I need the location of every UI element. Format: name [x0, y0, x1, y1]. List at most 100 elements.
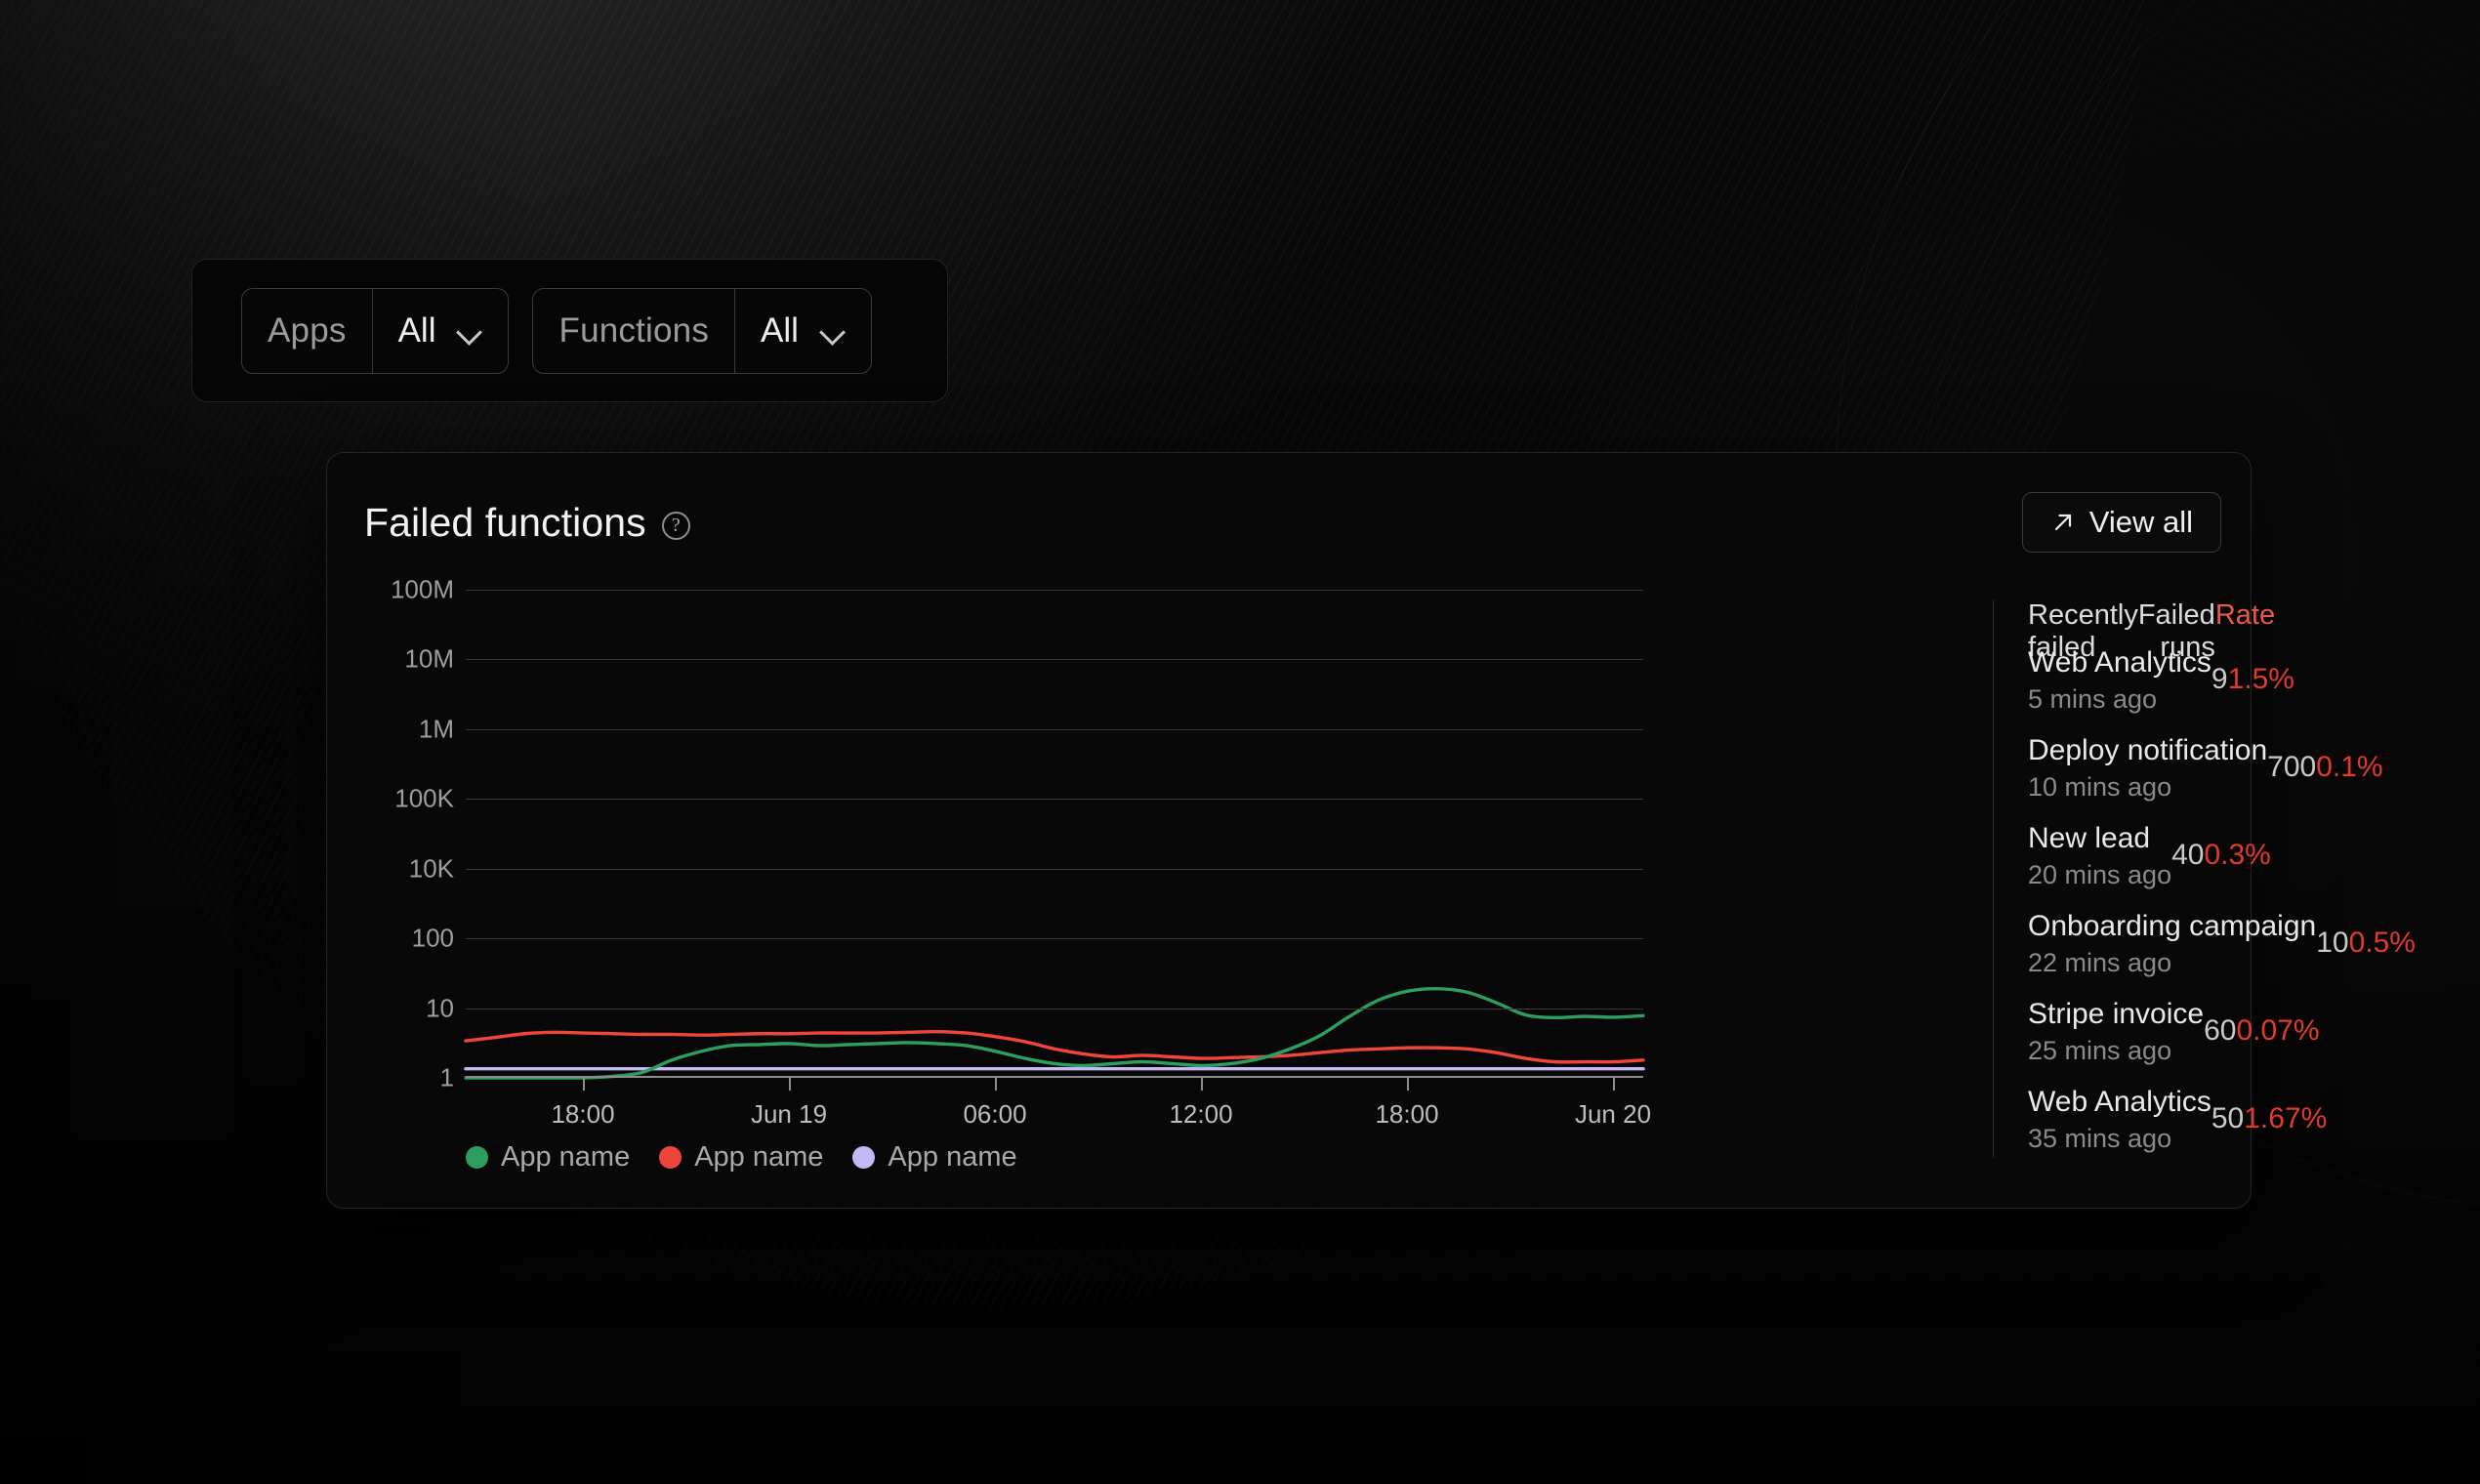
row-function-name: Web Analytics: [2028, 1086, 2211, 1118]
table-cell-name: Stripe invoice 25 mins ago: [2028, 996, 2204, 1068]
table-cell-failed-runs: 9: [2211, 663, 2228, 695]
row-function-name: Web Analytics: [2028, 646, 2211, 679]
legend-color-dot: [659, 1146, 682, 1169]
chart-x-tick: [995, 1078, 997, 1091]
chart-y-axis: 100M 10M 1M 100K 10K 100 10 1: [364, 575, 454, 1092]
filter-apps-label: Apps: [268, 310, 347, 350]
table-row[interactable]: Web Analytics 35 mins ago 50 1.67%: [2028, 1084, 2327, 1172]
chart-x-tick-label: Jun 19: [750, 1099, 828, 1129]
legend-color-dot: [852, 1146, 876, 1169]
chart-gridline: [466, 728, 1643, 730]
chart-plot-area[interactable]: 18:00 Jun 19 06:00 12:00 18:00 Jun 20: [466, 590, 1651, 1129]
chart-gridline: [466, 868, 1643, 870]
row-function-name: New lead: [2028, 822, 2151, 854]
chart-legend: App name App name App name: [466, 1141, 1017, 1174]
row-function-name: Stripe invoice: [2028, 998, 2205, 1030]
chart-x-tick: [583, 1078, 585, 1091]
table-cell-name: Onboarding campaign 22 mins ago: [2028, 908, 2316, 980]
chart-y-tick-label: 100M: [390, 574, 454, 604]
legend-label: App name: [888, 1141, 1017, 1173]
chart-x-tick-label: 18:00: [551, 1099, 615, 1129]
table-row[interactable]: Onboarding campaign 22 mins ago 10 0.5%: [2028, 908, 2416, 996]
column-header-rate: Rate: [2214, 599, 2276, 631]
chart-x-axis-line: [466, 1076, 1643, 1078]
table-cell-failed-runs: 60: [2204, 1014, 2237, 1047]
table-cell-failed-runs: 50: [2211, 1102, 2245, 1134]
chart-gridline: [466, 799, 1643, 801]
chart-legend-item[interactable]: App name: [852, 1141, 1017, 1174]
table-cell-rate: 1.5%: [2227, 663, 2294, 695]
chart-series-line: [466, 989, 1643, 1078]
row-timestamp: 35 mins ago: [2028, 1124, 2172, 1153]
chart-gridline: [466, 590, 1643, 591]
table-cell-failed-runs: 10: [2316, 927, 2349, 959]
chart-x-tick: [1613, 1078, 1615, 1091]
page-title: Failed functions: [364, 499, 646, 545]
chart-y-tick-label: 1: [439, 1062, 454, 1092]
legend-label: App name: [501, 1141, 631, 1173]
column-header-recently-failed: Recently failed: [2028, 599, 2138, 663]
table-cell-failed-runs: 700: [2267, 751, 2317, 783]
row-timestamp: 10 mins ago: [2028, 772, 2172, 802]
chart-x-tick-label: Jun 20: [1574, 1099, 1652, 1129]
view-all-label: View all: [2088, 505, 2193, 539]
chart-x-tick-label: 18:00: [1375, 1099, 1439, 1129]
table-cell-rate: 0.3%: [2204, 839, 2271, 871]
table-cell-rate: 0.5%: [2348, 927, 2416, 959]
chart-x-tick: [1201, 1078, 1203, 1091]
filter-apps-value: All: [397, 310, 436, 350]
row-function-name: Onboarding campaign: [2028, 910, 2317, 942]
chart-y-tick-label: 10K: [408, 853, 454, 884]
table-cell-name: Web Analytics 35 mins ago: [2028, 1084, 2211, 1156]
row-timestamp: 25 mins ago: [2028, 1036, 2172, 1065]
chart-legend-item[interactable]: App name: [466, 1141, 630, 1174]
table-cell-rate: 1.67%: [2244, 1102, 2328, 1134]
chart-y-tick-label: 10: [426, 993, 454, 1023]
recently-failed-table: Recently failed Failed runs Rate Web Ana…: [2028, 599, 2416, 1172]
row-function-name: Deploy notification: [2028, 734, 2268, 766]
filter-functions[interactable]: Functions All: [532, 287, 872, 374]
table-cell-name: Deploy notification 10 mins ago: [2028, 732, 2267, 804]
arrow-up-right-icon: [2050, 510, 2076, 535]
table-header-row: Recently failed Failed runs Rate: [2028, 599, 2275, 663]
row-timestamp: 20 mins ago: [2028, 860, 2172, 889]
chart-y-tick-label: 10M: [404, 643, 454, 674]
chart-gridline: [466, 1008, 1643, 1010]
card-header: Failed functions ? View all: [364, 488, 2221, 556]
chart-y-tick-label: 100K: [394, 783, 454, 813]
filter-functions-value: All: [761, 310, 799, 350]
chart-x-tick: [789, 1078, 791, 1091]
table-cell-failed-runs: 40: [2171, 839, 2205, 871]
legend-color-dot: [466, 1146, 488, 1169]
column-header-failed-runs: Failed runs: [2137, 599, 2215, 663]
filter-bar: Apps All Functions All: [191, 259, 948, 402]
failed-functions-chart[interactable]: 100M 10M 1M 100K 10K 100 10 1 18:00 Jun 19 06:00 1…: [364, 575, 1651, 1175]
filter-apps-select[interactable]: All: [371, 288, 509, 373]
card-divider: [1993, 600, 1994, 1157]
chart-series-line: [466, 1032, 1643, 1062]
row-timestamp: 5 mins ago: [2028, 684, 2158, 714]
filter-functions-select[interactable]: All: [734, 288, 871, 373]
row-timestamp: 22 mins ago: [2028, 948, 2172, 977]
chart-y-tick-label: 100: [411, 923, 454, 953]
chevron-down-icon: [820, 323, 846, 339]
failed-functions-card: Failed functions ? View all 100M 10M 1M 100…: [326, 452, 2416, 1209]
filter-apps[interactable]: Apps All: [241, 287, 510, 374]
chart-y-tick-label: 1M: [418, 714, 454, 744]
table-row[interactable]: Stripe invoice 25 mins ago 60 0.07%: [2028, 996, 2320, 1084]
chart-gridline: [466, 659, 1643, 661]
table-row[interactable]: Web Analytics 5 mins ago 9 1.5%: [2028, 644, 2294, 732]
table-cell-name: New lead 20 mins ago: [2028, 820, 2171, 892]
chart-x-tick: [1407, 1078, 1409, 1091]
table-row[interactable]: New lead 20 mins ago 40 0.3%: [2028, 820, 2271, 908]
legend-label: App name: [694, 1141, 824, 1173]
filter-functions-label: Functions: [558, 310, 710, 350]
chart-legend-item[interactable]: App name: [659, 1141, 823, 1174]
view-all-button[interactable]: View all: [2021, 492, 2221, 553]
table-row[interactable]: Deploy notification 10 mins ago 700 0.1%: [2028, 732, 2383, 820]
table-cell-rate: 0.1%: [2316, 751, 2383, 783]
question-mark-circle-icon[interactable]: ?: [661, 511, 690, 540]
table-body: Web Analytics 5 mins ago 9 1.5% Deploy notif…: [2028, 644, 2416, 1172]
chart-x-tick-label: 06:00: [963, 1099, 1027, 1129]
